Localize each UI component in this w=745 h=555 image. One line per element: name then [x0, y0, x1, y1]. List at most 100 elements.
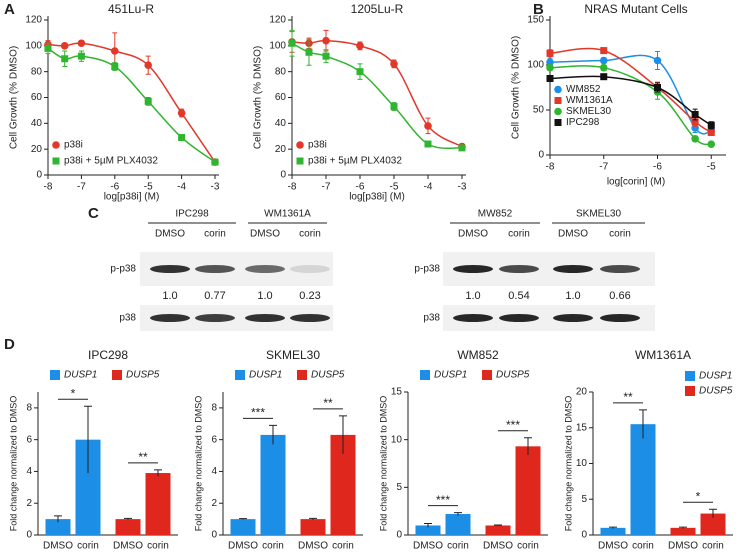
error-bar [269, 424, 277, 445]
y-tick-label: 60 [275, 92, 287, 103]
x-tick-label: -7 [77, 182, 86, 193]
legend-swatch [420, 370, 430, 380]
y-axis-label: Fold change normalized to DMSO [378, 396, 388, 532]
legend-marker [52, 157, 60, 165]
chart-title: WM1361A [635, 348, 691, 362]
x-tick-label: DMSO [413, 541, 443, 552]
marker [111, 47, 119, 55]
marker [390, 60, 398, 68]
error-bar [424, 523, 432, 528]
legend-label: p38i + 5µM PLX4032 [64, 156, 158, 167]
x-tick-label: corin [262, 541, 284, 552]
legend-swatch [112, 370, 122, 380]
blot-band [553, 265, 593, 273]
blot-band [453, 314, 493, 322]
y-tick-label: 40 [31, 118, 43, 129]
legend-marker [554, 97, 562, 104]
x-tick-label: -3 [211, 182, 220, 193]
x-tick-label: DMSO [43, 541, 73, 552]
y-tick-label: 10 [391, 434, 403, 445]
axes [291, 16, 466, 176]
y-axis-label: Cell Growth (% DMSO) [9, 46, 20, 149]
error-bar [309, 517, 317, 520]
y-tick-label: 15 [391, 387, 403, 398]
marker [322, 36, 330, 45]
x-tick-label: -5 [707, 162, 716, 173]
legend-swatch [685, 386, 695, 396]
y-tick-label: 80 [31, 66, 43, 77]
legend-label: p38i [64, 140, 83, 151]
marker [599, 63, 608, 72]
y-tick-label: 0 [396, 530, 402, 541]
legend-swatch [685, 371, 695, 381]
y-tick-label: 10 [576, 458, 588, 469]
error-bar [124, 517, 132, 520]
y-tick-label: 120 [25, 15, 42, 26]
lane-label: corin [609, 229, 631, 240]
blot-band [600, 314, 640, 322]
x-tick-label: corin [147, 541, 169, 552]
legend-label: DUSP5 [699, 386, 733, 397]
legend-label: DUSP1 [64, 370, 97, 381]
blot-band [290, 314, 330, 322]
blot-band [150, 314, 190, 322]
marker [546, 58, 554, 67]
x-tick-label: -5 [144, 182, 153, 193]
y-tick-label: 0 [36, 170, 42, 181]
blot-row-label: p-p38 [110, 264, 136, 275]
y-tick-label: 0 [538, 150, 544, 161]
error-bar [154, 469, 162, 477]
band-quant: 1.0 [565, 290, 580, 302]
marker [356, 42, 364, 50]
bar [630, 424, 656, 535]
blot-band [600, 265, 640, 273]
blot-band [245, 314, 285, 322]
y-axis-label: Fold change normalized to DMSO [193, 396, 203, 532]
marker [654, 84, 661, 91]
error-bar [239, 518, 247, 520]
x-tick-label: -7 [599, 162, 608, 173]
y-tick-label: 20 [31, 144, 43, 155]
legend-label: DUSP1 [249, 370, 282, 381]
significance: * [696, 489, 701, 503]
legend-label: SKMEL30 [566, 106, 611, 117]
lane-label: DMSO [155, 229, 185, 240]
marker [144, 61, 152, 70]
error-bar [709, 508, 717, 518]
bar [670, 527, 696, 535]
marker [77, 39, 86, 48]
y-tick-label: 20 [275, 144, 287, 155]
y-tick-label: 80 [275, 66, 287, 77]
marker [653, 56, 662, 65]
error-bar [524, 437, 532, 455]
blot-band [195, 314, 235, 322]
blot-group-label: WM1361A [264, 209, 311, 220]
x-tick-label: DMSO [668, 541, 698, 552]
band-quant: 0.77 [204, 290, 225, 302]
blot-band [499, 314, 539, 322]
legend-label: WM1361A [566, 95, 613, 106]
marker [61, 55, 69, 63]
y-tick-label: 0 [211, 530, 217, 541]
legend-swatch [297, 370, 307, 380]
marker [177, 109, 186, 117]
error-bar [679, 526, 687, 529]
x-tick-label: -6 [356, 182, 365, 193]
marker [305, 48, 313, 56]
legend-label: DUSP5 [496, 370, 530, 381]
blot-group-label: SKMEL30 [576, 209, 621, 220]
marker [707, 140, 716, 148]
lane-label: corin [508, 229, 530, 240]
bar [485, 525, 511, 535]
y-tick-label: 0 [280, 170, 286, 181]
marker [707, 129, 715, 136]
blot-band [553, 314, 593, 322]
marker [288, 39, 296, 47]
marker [424, 122, 432, 130]
y-tick-label: 5 [396, 482, 402, 493]
y-axis-label: Fold change normalized to DMSO [563, 396, 573, 532]
x-tick-label: corin [632, 541, 654, 552]
y-tick-label: 6 [26, 434, 32, 445]
lane-label: corin [204, 229, 226, 240]
